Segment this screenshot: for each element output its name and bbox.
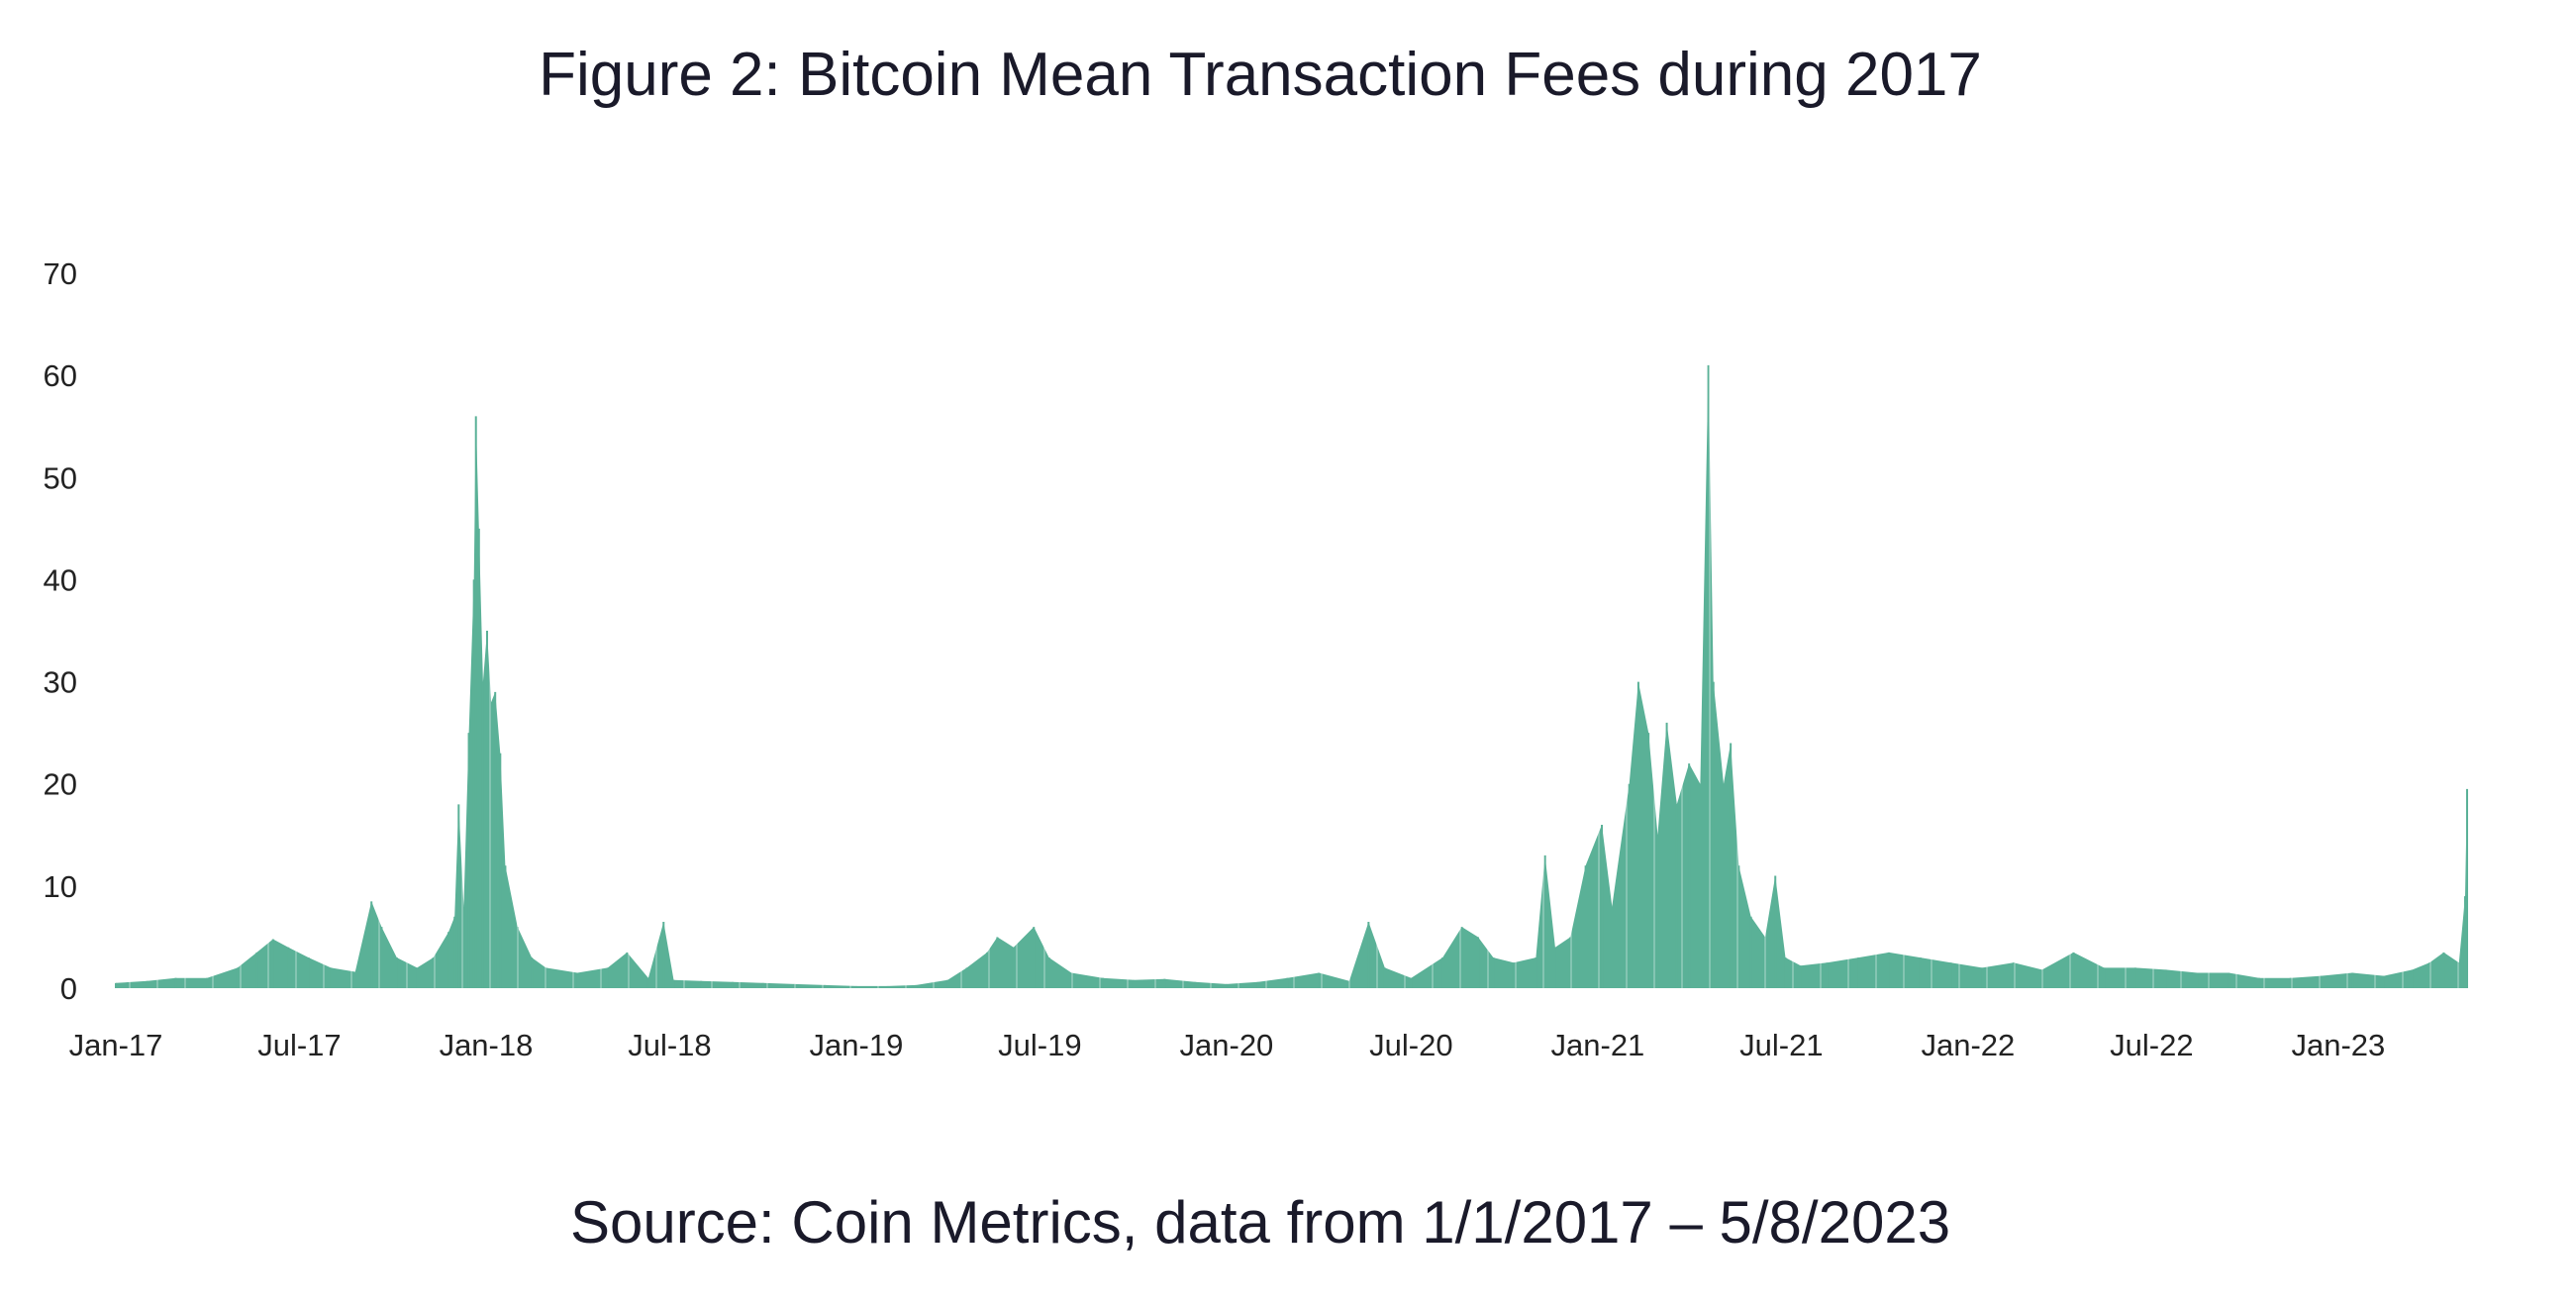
x-tick-label: Jul-22 <box>2110 1028 2193 1062</box>
y-tick-label: 50 <box>44 460 77 495</box>
y-tick-label: 20 <box>44 767 77 802</box>
x-tick-label: Jan-17 <box>69 1028 163 1062</box>
x-tick-label: Jul-19 <box>998 1028 1081 1062</box>
chart-title: Figure 2: Bitcoin Mean Transaction Fees … <box>539 41 1982 109</box>
x-tick-label: Jul-21 <box>1739 1028 1823 1062</box>
y-tick-label: 40 <box>44 562 77 597</box>
y-axis: 0 10 20 30 40 50 60 70 <box>44 256 77 1006</box>
x-tick-label: Jan-19 <box>810 1028 904 1062</box>
x-tick-label: Jan-18 <box>440 1028 534 1062</box>
source-caption: Source: Coin Metrics, data from 1/1/2017… <box>569 1189 1951 1256</box>
x-tick-label: Jul-17 <box>257 1028 341 1062</box>
x-tick-label: Jan-21 <box>1551 1028 1645 1062</box>
x-tick-label: Jul-18 <box>628 1028 711 1062</box>
y-tick-label: 70 <box>44 256 77 291</box>
x-tick-label: Jan-23 <box>2291 1028 2385 1062</box>
y-tick-label: 0 <box>60 971 77 1006</box>
x-tick-label: Jan-22 <box>1922 1028 2016 1062</box>
plot-area <box>115 273 2468 988</box>
x-tick-label: Jul-20 <box>1369 1028 1452 1062</box>
x-tick-label: Jan-20 <box>1180 1028 1274 1062</box>
y-tick-label: 10 <box>44 869 77 904</box>
y-tick-label: 60 <box>44 358 77 393</box>
y-tick-label: 30 <box>44 665 77 700</box>
x-axis: Jan-17 Jul-17 Jan-18 Jul-18 Jan-19 Jul-19 Jan-… <box>69 1028 2386 1062</box>
